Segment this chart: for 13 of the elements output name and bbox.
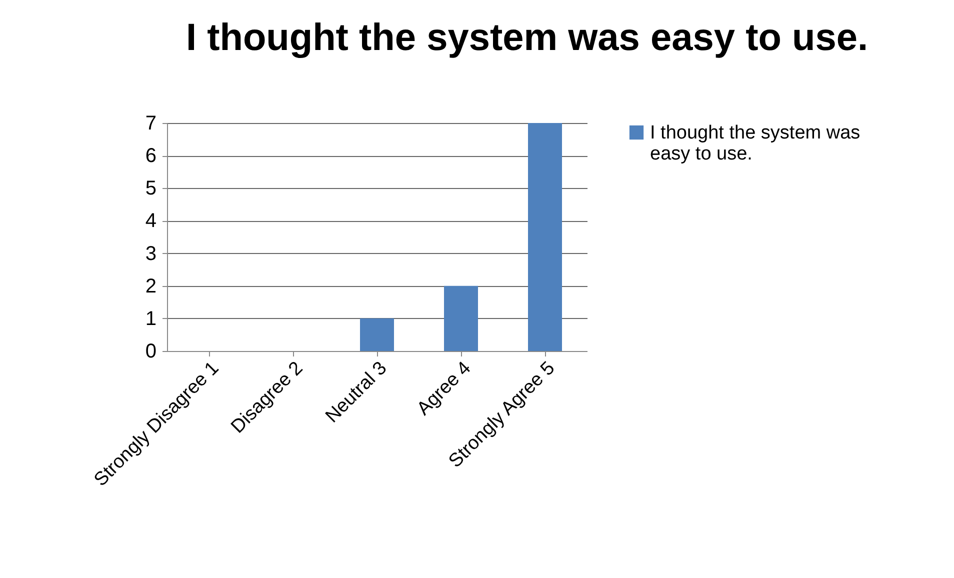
- bar: [528, 123, 562, 351]
- legend-label: I thought the system was easy to use.: [650, 122, 860, 164]
- y-tick-label: 2: [145, 275, 156, 298]
- bar: [444, 286, 478, 351]
- y-tick-label: 3: [145, 242, 156, 265]
- chart-title: I thought the system was easy to use.: [186, 17, 868, 59]
- y-tick-label: 0: [145, 340, 156, 362]
- y-tick-label: 5: [145, 178, 156, 200]
- y-tick-label: 4: [145, 210, 156, 232]
- y-tick-label: 6: [145, 145, 156, 168]
- y-tick-label: 1: [145, 308, 156, 330]
- bar: [360, 318, 394, 351]
- y-tick-label: 7: [145, 112, 156, 134]
